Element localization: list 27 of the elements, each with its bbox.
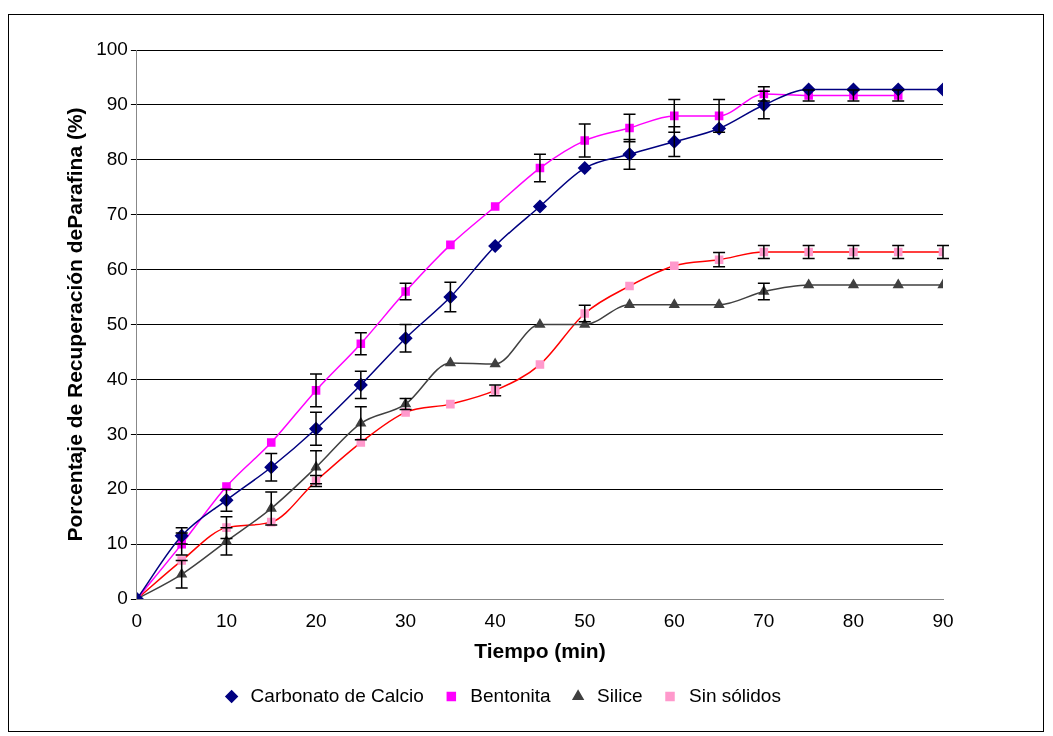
x-tick-label: 0 [131, 609, 143, 631]
x-tick-label: 40 [484, 609, 506, 631]
y-tick-label: 10 [106, 532, 128, 554]
legend-label: Silice [597, 684, 643, 706]
x-tick-label: 10 [215, 609, 238, 631]
y-tick-label: 70 [106, 202, 128, 224]
x-tick-label: 20 [305, 609, 327, 631]
x-tick-label: 50 [574, 609, 596, 631]
legend-label: Bentonita [470, 684, 552, 706]
y-tick-label: 50 [106, 312, 128, 334]
y-tick-label: 30 [106, 422, 128, 444]
x-tick-label: 60 [663, 609, 685, 631]
y-tick-label: 0 [117, 587, 128, 609]
y-tick-label: 20 [106, 477, 128, 499]
y-tick-label: 80 [106, 148, 128, 170]
x-tick-label: 70 [753, 609, 775, 631]
x-tick-label: 90 [932, 609, 954, 631]
x-tick-label: 30 [395, 609, 417, 631]
y-axis-title: Porcentaje de Recuperación deParafina (%) [63, 107, 87, 542]
legend-label: Sin sólidos [689, 684, 781, 706]
y-tick-label: 90 [106, 93, 128, 115]
x-tick-label: 80 [842, 609, 864, 631]
legend-label: Carbonato de Calcio [250, 684, 424, 706]
y-tick-label: 60 [106, 257, 128, 279]
y-tick-label: 100 [96, 38, 128, 60]
y-tick-label: 40 [106, 367, 128, 389]
x-axis-title: Tiempo (min) [474, 639, 606, 663]
